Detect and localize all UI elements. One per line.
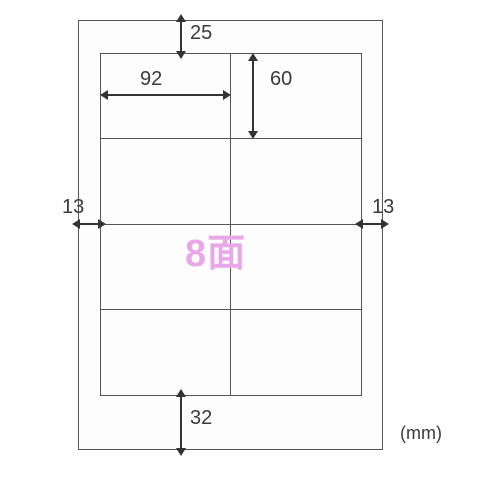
dim-top-margin: 25 [190,22,212,45]
unit-label: (mm) [400,423,442,444]
dim-arrow-right-margin [361,223,383,225]
arrow-down-icon [176,448,186,456]
label-cell [100,53,232,140]
dim-arrow-bottom-margin [180,395,182,450]
dim-arrow-left-margin [78,223,100,225]
arrow-right-icon [381,219,389,229]
label-cell [100,138,232,225]
arrow-down-icon [248,131,258,139]
label-cell [100,309,232,396]
label-cell [230,309,362,396]
dim-cell-width: 92 [140,68,162,91]
arrow-right-icon [98,219,106,229]
arrow-right-icon [223,90,231,100]
dim-right-margin: 13 [372,196,394,219]
label-cell [230,138,362,225]
dim-cell-height: 60 [270,68,292,91]
dim-arrow-top-margin [180,20,182,53]
dim-arrow-cell-width [104,94,227,96]
center-count-label: 8面 [185,222,246,277]
label-cell [230,53,362,140]
dim-arrow-cell-height [252,57,254,135]
dim-bottom-margin: 32 [190,407,212,430]
arrow-down-icon [176,51,186,59]
label-cell [230,224,362,311]
dim-left-margin: 13 [62,196,84,219]
